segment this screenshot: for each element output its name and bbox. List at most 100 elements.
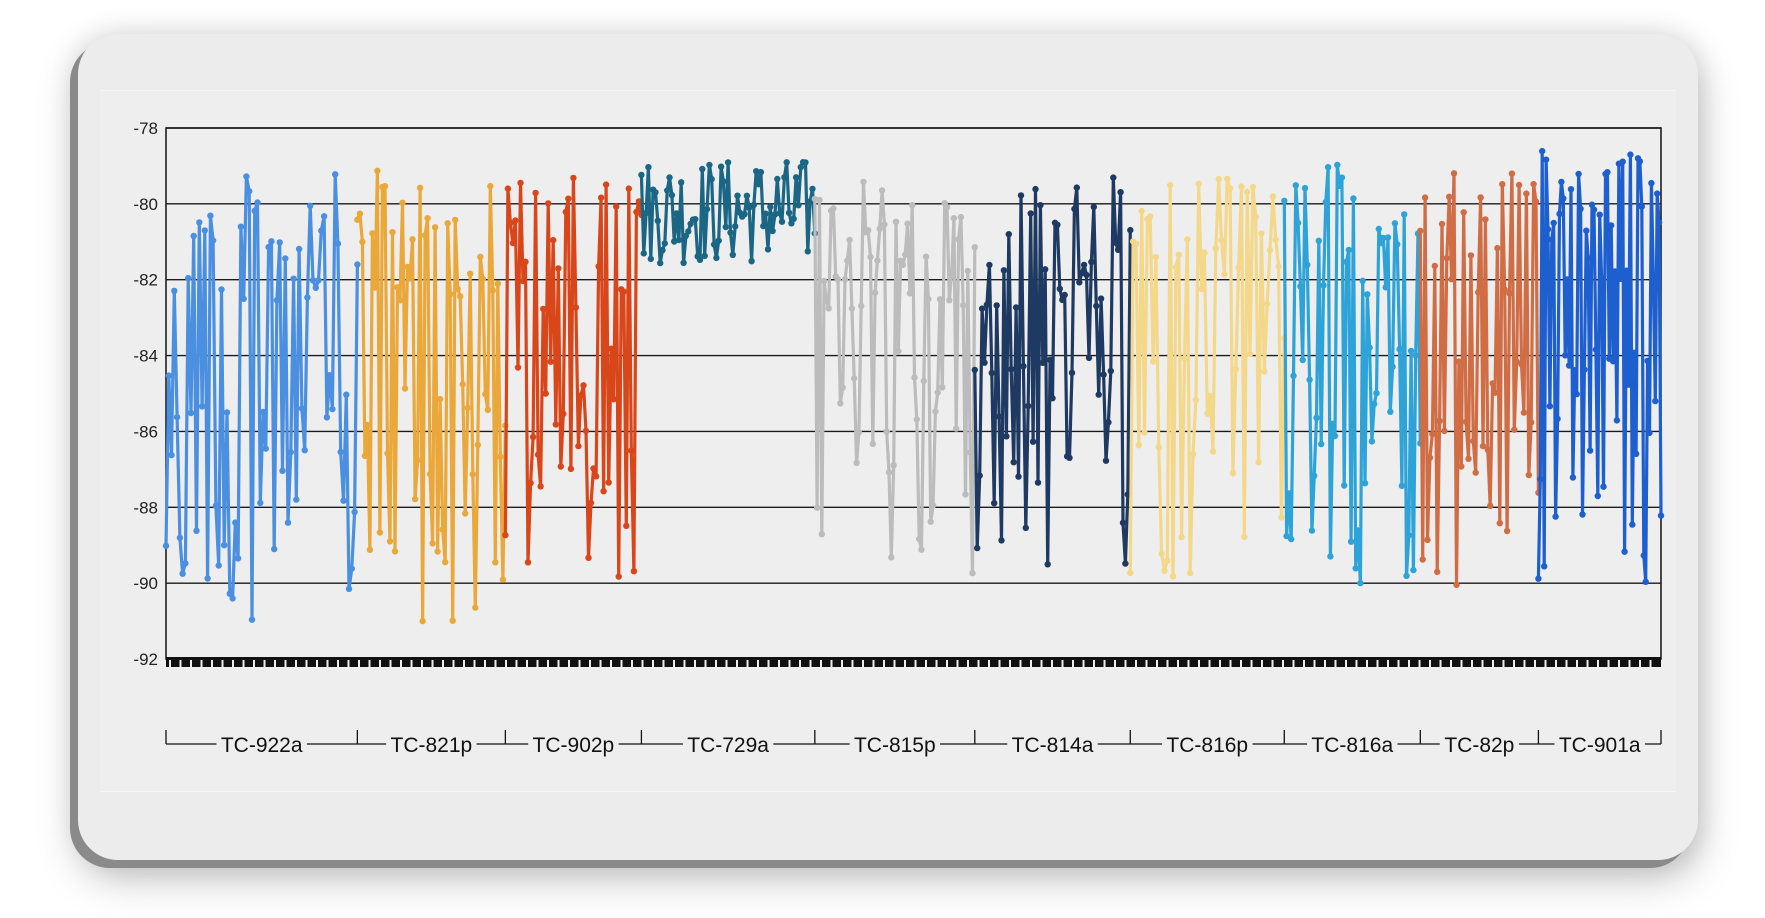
data-point (661, 240, 668, 247)
data-point (1573, 390, 1580, 398)
data-point (1523, 190, 1530, 197)
data-point (351, 508, 358, 516)
data-point (381, 182, 389, 190)
data-point (1147, 213, 1154, 220)
data-point (462, 510, 469, 517)
data-point (318, 227, 325, 234)
data-point (1560, 195, 1567, 202)
data-point (1308, 527, 1316, 534)
data-point (1515, 181, 1523, 189)
data-point (1571, 367, 1579, 374)
data-point (1117, 189, 1124, 196)
data-point (1401, 211, 1408, 218)
data-point (1320, 282, 1327, 289)
data-point (762, 210, 769, 217)
data-point (406, 275, 414, 282)
data-point (1138, 207, 1145, 215)
category-label: TC-815p (854, 734, 936, 757)
data-point (934, 389, 941, 396)
data-point (356, 210, 364, 217)
data-point (1090, 203, 1098, 211)
data-point (1472, 469, 1479, 476)
data-point (1102, 457, 1110, 464)
data-point (1201, 249, 1208, 256)
data-point (1334, 161, 1341, 169)
data-point (1484, 446, 1492, 454)
data-point (221, 542, 228, 549)
series-TC-816p (1127, 175, 1288, 580)
data-point (734, 192, 741, 199)
data-point (1565, 362, 1573, 369)
data-point (1384, 234, 1392, 241)
data-point (692, 216, 699, 223)
data-point (1391, 220, 1399, 227)
data-point (950, 215, 958, 222)
data-point (869, 440, 876, 448)
data-point (1244, 188, 1251, 196)
data-point (1590, 206, 1598, 213)
data-point (1037, 202, 1044, 209)
y-tick-label: -82 (133, 271, 158, 290)
data-point (1405, 532, 1413, 539)
data-point (1375, 225, 1383, 233)
data-point (1583, 227, 1590, 234)
category-label: TC-902p (533, 734, 615, 757)
data-point (1071, 205, 1078, 213)
data-point (888, 554, 895, 561)
data-point (226, 590, 233, 597)
data-point (334, 240, 342, 247)
data-point (364, 421, 371, 429)
data-point (823, 297, 830, 304)
series-TC-821p (354, 167, 509, 625)
data-point (885, 469, 893, 476)
data-point (1324, 164, 1332, 171)
data-point (1119, 519, 1127, 526)
data-point (489, 287, 496, 294)
data-point (179, 570, 186, 577)
data-point (1046, 356, 1054, 363)
data-point (1313, 414, 1320, 421)
data-point (1636, 158, 1644, 165)
data-point (1487, 502, 1494, 510)
data-point (449, 617, 456, 624)
data-point (936, 296, 944, 303)
data-point (1550, 219, 1557, 227)
data-point (729, 251, 736, 258)
data-point (282, 255, 289, 262)
data-point (906, 290, 914, 297)
data-point (332, 171, 339, 178)
data-point (633, 208, 640, 216)
category-label: TC-82p (1444, 734, 1514, 757)
data-point (925, 295, 932, 303)
data-point (1017, 192, 1025, 199)
data-point (1329, 420, 1336, 427)
data-point (389, 229, 396, 236)
data-point (881, 221, 888, 228)
data-point (715, 237, 722, 244)
data-point (1380, 234, 1387, 242)
data-point (582, 427, 590, 435)
data-point (825, 305, 832, 312)
data-point (323, 414, 331, 421)
data-point (345, 585, 353, 593)
data-point (162, 542, 170, 550)
data-point (628, 447, 635, 454)
data-point (608, 345, 615, 352)
data-point (434, 548, 441, 555)
data-point (298, 405, 306, 412)
data-point (1475, 289, 1482, 296)
data-point (797, 164, 804, 171)
data-point (724, 159, 732, 166)
data-point (1261, 368, 1268, 375)
series-TC-814a (971, 174, 1134, 568)
y-tick-label: -88 (133, 498, 158, 517)
series-TC-902p (502, 174, 645, 580)
data-point (459, 381, 466, 388)
data-point (1608, 222, 1615, 229)
data-point (1029, 438, 1037, 445)
data-point (572, 304, 580, 311)
data-point (1195, 180, 1202, 187)
data-point (638, 171, 645, 179)
data-point (848, 305, 856, 312)
data-point (1281, 197, 1288, 204)
